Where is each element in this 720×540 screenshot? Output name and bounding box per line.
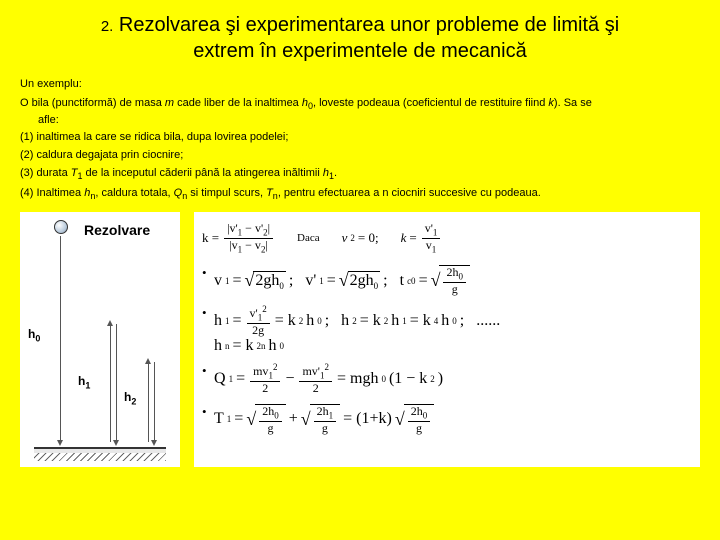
example-intro: Un exemplu: <box>20 78 700 90</box>
title-line-2: extrem în experimentele de mecanică <box>193 40 527 62</box>
eq-k-simple: k = v'1v1 <box>401 222 443 256</box>
drop-line-1 <box>60 236 61 442</box>
label-h0: h0 <box>28 327 40 343</box>
formula-bullets: v1 = 2gh0 ; v'1 = 2gh0 ; tc0 = 2h0g h1 =… <box>202 265 692 435</box>
rise-line-1 <box>110 324 111 442</box>
item-1: (1) inaltimea la care se ridica bila, du… <box>20 131 700 143</box>
daca-label: Daca <box>297 232 320 244</box>
solution-row: Rezolvare h0 h1 h2 k = |v'1 − v'2||v1 − … <box>20 212 700 467</box>
drop-line-3 <box>154 362 155 442</box>
solution-label: Rezolvare <box>84 222 150 238</box>
bullet-3: Q1 = mv122 − mv'122 = mgh0(1 − k2) <box>202 363 692 395</box>
bullet-4: T1 = 2h0g + 2h1g = (1+k)2h0g <box>202 404 692 435</box>
bullet-2: h1 = v'122g = k2h0 ; h2 = k2h1 = k4h0 ; … <box>202 305 692 355</box>
label-h1: h1 <box>78 374 90 390</box>
fall-diagram: Rezolvare h0 h1 h2 <box>20 212 180 467</box>
title-line-1: Rezolvarea şi experimentarea unor proble… <box>119 14 619 36</box>
eq-k-def: k = |v'1 − v'2||v1 − v2| <box>202 222 275 256</box>
problem-statement: O bila (punctiformă) de masa m cade libe… <box>20 96 700 127</box>
formula-row-1: k = |v'1 − v'2||v1 − v2| Daca v2 = 0; k … <box>202 222 692 256</box>
item-4: (4) Inaltimea hn, caldura totala, Qn si … <box>20 187 700 201</box>
drop-line-2 <box>116 324 117 442</box>
title-number: 2. <box>101 18 114 35</box>
eq-v2zero: v2 = 0; <box>342 230 379 246</box>
item-2: (2) caldura degajata prin ciocnire; <box>20 149 700 161</box>
rise-line-2 <box>148 362 149 442</box>
ball-icon <box>54 220 68 234</box>
bullet-1: v1 = 2gh0 ; v'1 = 2gh0 ; tc0 = 2h0g <box>202 265 692 296</box>
formula-panel: k = |v'1 − v'2||v1 − v2| Daca v2 = 0; k … <box>194 212 700 467</box>
item-3: (3) durata T1 de la inceputul căderii pâ… <box>20 167 700 181</box>
ground-hatch <box>34 453 166 461</box>
section-title: 2. Rezolvarea şi experimentarea unor pro… <box>20 12 700 64</box>
label-h2: h2 <box>124 390 136 406</box>
